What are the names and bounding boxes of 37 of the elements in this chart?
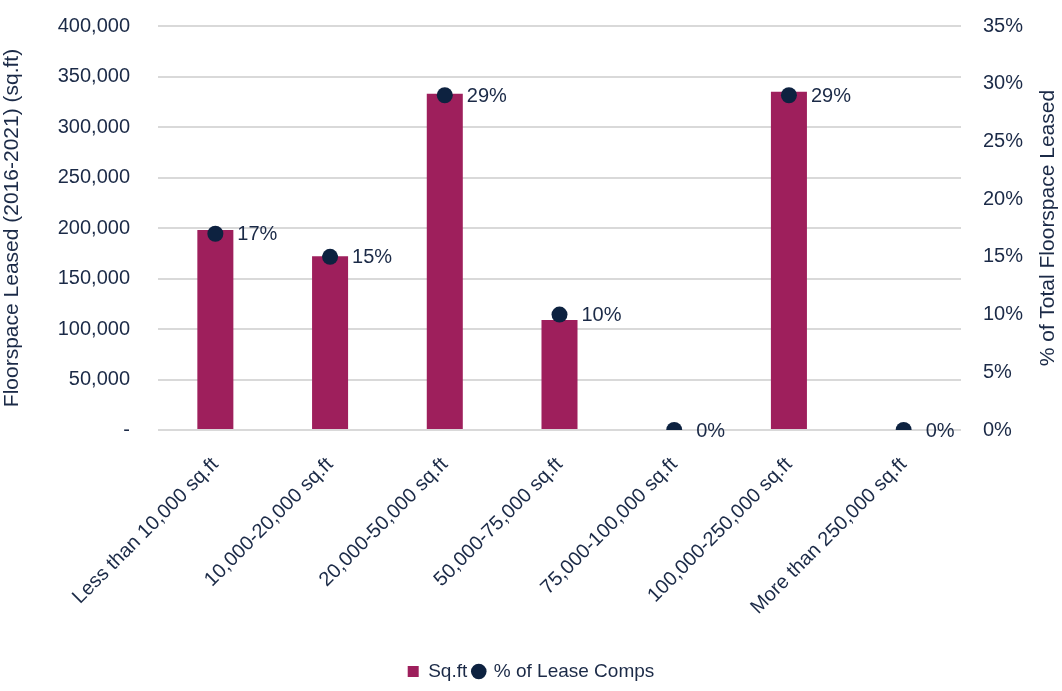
y-axis-title: Floorspace Leased (2016-2021) (sq.ft) bbox=[0, 48, 23, 408]
legend-label: Sq.ft bbox=[428, 659, 468, 681]
point bbox=[207, 225, 224, 242]
y2-tick-label: 35% bbox=[983, 13, 1024, 36]
bar bbox=[312, 256, 349, 429]
data-label: 17% bbox=[237, 222, 278, 245]
bar bbox=[541, 319, 578, 429]
y-tick-label: 200,000 bbox=[57, 215, 130, 238]
y-tick-label: 250,000 bbox=[57, 165, 130, 188]
bar bbox=[426, 93, 463, 429]
y2-tick-label: 15% bbox=[983, 244, 1024, 267]
point bbox=[436, 87, 453, 104]
point bbox=[322, 248, 339, 265]
data-label: 15% bbox=[352, 245, 393, 268]
y-tick-label: 150,000 bbox=[57, 266, 130, 289]
legend-label: % of Lease Comps bbox=[493, 659, 655, 681]
y2-tick-label: 0% bbox=[983, 417, 1013, 440]
bar bbox=[770, 91, 807, 429]
y-tick-label: 50,000 bbox=[68, 367, 130, 390]
y-tick-label: - bbox=[123, 417, 130, 440]
data-label: 0% bbox=[696, 418, 726, 441]
y2-tick-label: 30% bbox=[983, 71, 1024, 94]
y2-tick-label: 20% bbox=[983, 186, 1024, 209]
y2-tick-label: 10% bbox=[983, 302, 1024, 325]
data-label: 29% bbox=[466, 83, 508, 106]
y2-axis-title: % of Total Floorspace Leased bbox=[1034, 89, 1058, 367]
y-tick-label: 300,000 bbox=[57, 114, 130, 137]
point bbox=[780, 87, 797, 104]
data-label: 29% bbox=[810, 83, 852, 106]
data-label: 10% bbox=[581, 303, 622, 326]
bar bbox=[197, 230, 234, 429]
y2-tick-label: 5% bbox=[983, 359, 1013, 382]
y-tick-label: 100,000 bbox=[57, 316, 130, 339]
data-label: 0% bbox=[925, 418, 955, 441]
y-tick-label: 400,000 bbox=[57, 13, 130, 36]
y-tick-label: 350,000 bbox=[57, 64, 130, 87]
y2-tick-label: 25% bbox=[983, 128, 1024, 151]
